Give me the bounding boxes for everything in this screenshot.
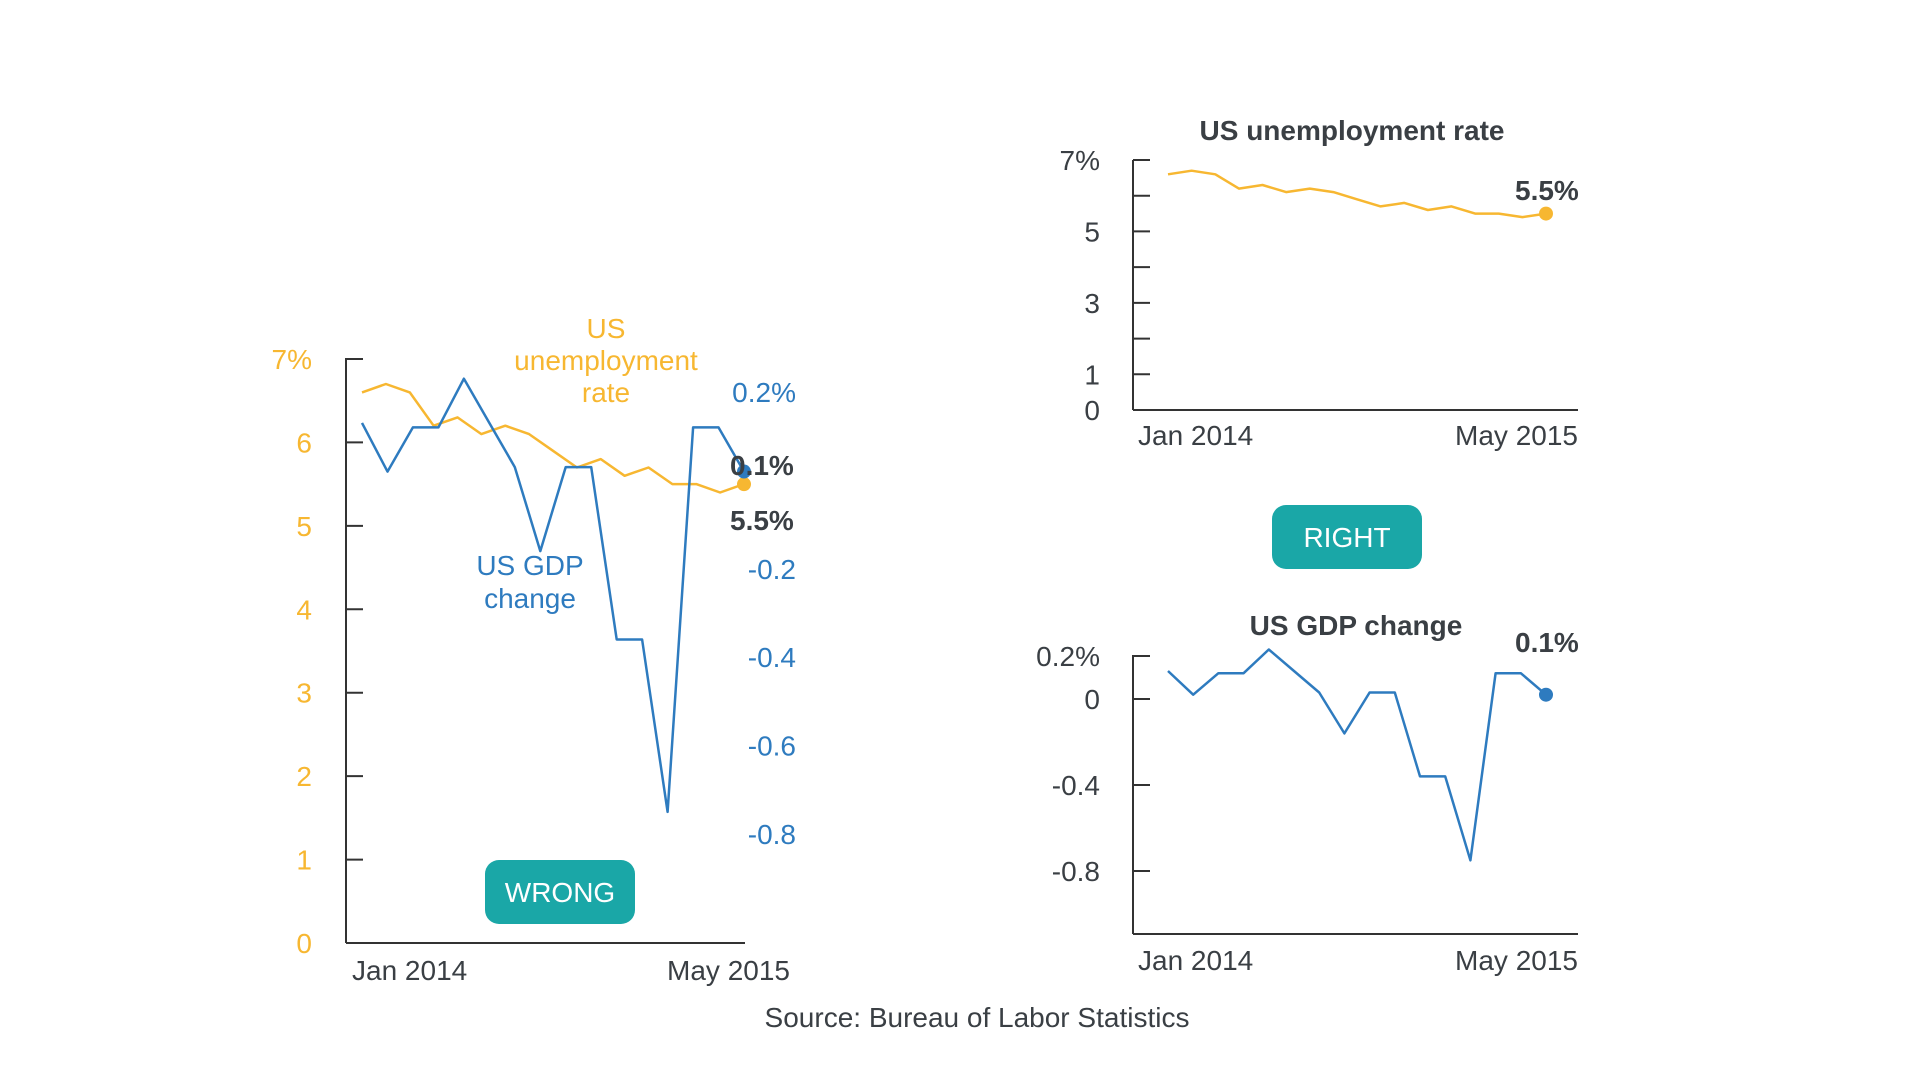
y-tick-label: 0	[1084, 684, 1100, 715]
y-tick-label: 5	[1084, 216, 1100, 247]
wrong-chart: 0 1 2 3 4 5 6 7% 0.2% -0.2 -0.4 -0.6 -0.8 Jan 2014 May…	[272, 313, 796, 986]
y-tick-label-right: 0.2%	[732, 377, 796, 408]
unemployment-series-line	[361, 382, 745, 494]
y-tick-label: 1	[1084, 359, 1100, 390]
gdp-end-point	[737, 464, 751, 479]
source-note: Source: Bureau of Labor Statistics	[765, 1002, 1190, 1033]
y-tick-label-right: -0.4	[748, 642, 796, 673]
y-tick-label: 0.2%	[1036, 641, 1100, 672]
y-tick-label-left: 5	[296, 511, 312, 542]
y-tick-label-left: 2	[296, 761, 312, 792]
x-tick-label: May 2015	[667, 955, 790, 986]
right-badge-bg	[1272, 505, 1422, 569]
gdp-end-label: 0.1%	[730, 450, 794, 481]
x-tick-label: Jan 2014	[352, 955, 467, 986]
chart-title: US unemployment rate	[1200, 115, 1505, 146]
unemployment-series-name: unemployment	[514, 345, 698, 376]
right-unemployment-chart: US unemployment rate 0 1 3 5 7% Jan 2014 May 20…	[1060, 115, 1579, 451]
y-tick-label: 7%	[1060, 145, 1100, 176]
x-tick-label: Jan 2014	[1138, 420, 1253, 451]
y-tick-label-left: 3	[296, 678, 312, 709]
gdp-series-line	[1167, 648, 1547, 862]
y-tick-label: 0	[1084, 395, 1100, 426]
y-tick-label-right: -0.8	[748, 819, 796, 850]
unemployment-end-point	[737, 477, 751, 492]
y-tick-label: -0.8	[1052, 856, 1100, 887]
y-tick-label-left: 0	[296, 928, 312, 959]
x-tick-label: May 2015	[1455, 945, 1578, 976]
gdp-series-name: change	[484, 583, 576, 614]
y-tick-label-right: -0.2	[748, 554, 796, 585]
y-tick-label-left: 7%	[272, 344, 312, 375]
gdp-end-point	[1539, 687, 1553, 702]
unemployment-series-name: rate	[582, 377, 630, 408]
y-tick-label-left: 1	[296, 845, 312, 876]
gdp-series-line	[360, 377, 746, 814]
chart-title: US GDP change	[1250, 610, 1463, 641]
right-gdp-chart: RIGHT US GDP change 0.2% 0 -0.4 -0.8 Jan 2014 M…	[1036, 505, 1579, 976]
wrong-badge-bg	[485, 860, 635, 924]
wrong-badge-label: WRONG	[505, 877, 615, 908]
gdp-end-label: 0.1%	[1515, 627, 1579, 658]
y-tick-label-left: 4	[296, 594, 312, 625]
unemployment-end-label: 5.5%	[1515, 175, 1579, 206]
y-tick-label-left: 6	[296, 427, 312, 458]
right-badge-label: RIGHT	[1303, 522, 1390, 553]
y-tick-label: 3	[1084, 288, 1100, 319]
x-tick-label: Jan 2014	[1138, 945, 1253, 976]
gdp-series-name: US GDP	[476, 550, 583, 581]
unemployment-end-point	[1539, 206, 1553, 221]
unemployment-series-line	[1167, 169, 1547, 219]
y-tick-label-right: -0.6	[748, 731, 796, 762]
unemployment-series-name: US	[587, 313, 626, 344]
x-tick-label: May 2015	[1455, 420, 1578, 451]
y-tick-label: -0.4	[1052, 770, 1100, 801]
unemployment-end-label: 5.5%	[730, 505, 794, 536]
